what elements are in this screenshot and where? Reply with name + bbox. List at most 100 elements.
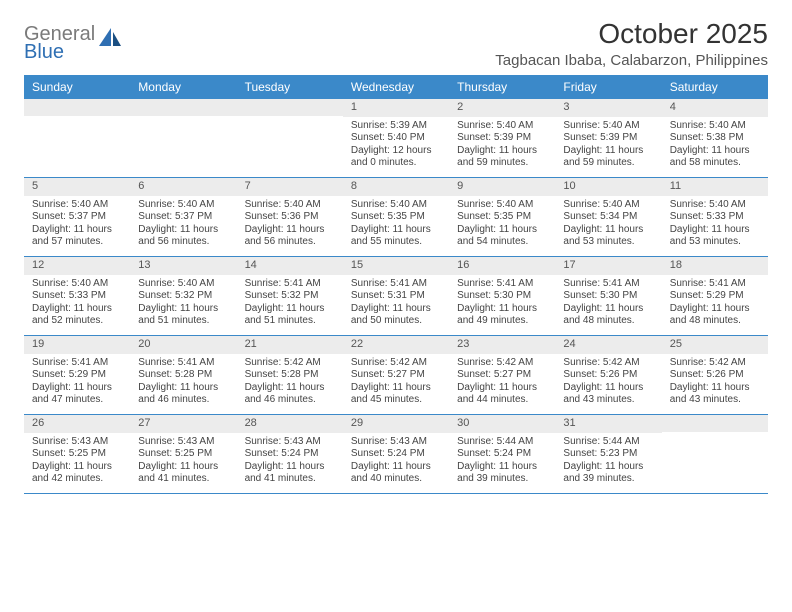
- day-details: Sunrise: 5:44 AMSunset: 5:24 PMDaylight:…: [449, 433, 555, 490]
- logo-line2: Blue: [24, 42, 95, 62]
- calendar-week: 1Sunrise: 5:39 AMSunset: 5:40 PMDaylight…: [24, 99, 768, 178]
- day-detail-line: Sunset: 5:27 PM: [351, 369, 441, 382]
- day-detail-line: Daylight: 11 hours: [245, 461, 335, 474]
- day-detail-line: Sunrise: 5:40 AM: [670, 120, 760, 133]
- day-details: Sunrise: 5:41 AMSunset: 5:30 PMDaylight:…: [555, 275, 661, 332]
- day-detail-line: and 48 minutes.: [563, 315, 653, 328]
- day-number: 25: [662, 336, 768, 354]
- day-detail-line: and 43 minutes.: [670, 394, 760, 407]
- day-detail-line: and 56 minutes.: [138, 236, 228, 249]
- day-detail-line: Sunset: 5:23 PM: [563, 448, 653, 461]
- day-detail-line: Sunset: 5:29 PM: [32, 369, 122, 382]
- day-number: 18: [662, 257, 768, 275]
- logo-text: General Blue: [24, 24, 95, 62]
- day-detail-line: Sunrise: 5:44 AM: [563, 436, 653, 449]
- day-detail-line: Sunrise: 5:41 AM: [245, 278, 335, 291]
- day-details: Sunrise: 5:42 AMSunset: 5:26 PMDaylight:…: [555, 354, 661, 411]
- day-detail-line: Sunset: 5:34 PM: [563, 211, 653, 224]
- day-detail-line: Daylight: 11 hours: [670, 224, 760, 237]
- day-details: Sunrise: 5:40 AMSunset: 5:35 PMDaylight:…: [449, 196, 555, 253]
- day-detail-line: Daylight: 11 hours: [351, 224, 441, 237]
- day-detail-line: Sunset: 5:27 PM: [457, 369, 547, 382]
- day-details: Sunrise: 5:42 AMSunset: 5:26 PMDaylight:…: [662, 354, 768, 411]
- day-detail-line: Sunrise: 5:40 AM: [563, 199, 653, 212]
- calendar-cell: 14Sunrise: 5:41 AMSunset: 5:32 PMDayligh…: [237, 257, 343, 335]
- day-detail-line: and 39 minutes.: [563, 473, 653, 486]
- day-detail-line: Sunset: 5:26 PM: [670, 369, 760, 382]
- day-details: Sunrise: 5:42 AMSunset: 5:27 PMDaylight:…: [449, 354, 555, 411]
- calendar-week: 26Sunrise: 5:43 AMSunset: 5:25 PMDayligh…: [24, 415, 768, 494]
- calendar-cell: 3Sunrise: 5:40 AMSunset: 5:39 PMDaylight…: [555, 99, 661, 177]
- day-detail-line: Sunrise: 5:42 AM: [245, 357, 335, 370]
- calendar-cell: 6Sunrise: 5:40 AMSunset: 5:37 PMDaylight…: [130, 178, 236, 256]
- day-detail-line: and 51 minutes.: [245, 315, 335, 328]
- calendar-cell: 7Sunrise: 5:40 AMSunset: 5:36 PMDaylight…: [237, 178, 343, 256]
- day-detail-line: Sunrise: 5:40 AM: [457, 120, 547, 133]
- day-number: 15: [343, 257, 449, 275]
- day-number: 27: [130, 415, 236, 433]
- day-number: [237, 99, 343, 116]
- calendar-page: General Blue October 2025 Tagbacan Ibaba…: [0, 0, 792, 512]
- calendar-week: 12Sunrise: 5:40 AMSunset: 5:33 PMDayligh…: [24, 257, 768, 336]
- day-detail-line: and 54 minutes.: [457, 236, 547, 249]
- calendar-cell: 11Sunrise: 5:40 AMSunset: 5:33 PMDayligh…: [662, 178, 768, 256]
- day-number: 24: [555, 336, 661, 354]
- calendar-cell: [662, 415, 768, 493]
- day-number: 17: [555, 257, 661, 275]
- day-detail-line: Sunrise: 5:40 AM: [351, 199, 441, 212]
- day-detail-line: Daylight: 11 hours: [457, 382, 547, 395]
- calendar-cell: 30Sunrise: 5:44 AMSunset: 5:24 PMDayligh…: [449, 415, 555, 493]
- day-detail-line: Sunrise: 5:41 AM: [457, 278, 547, 291]
- day-header: Thursday: [449, 75, 555, 99]
- day-detail-line: Sunset: 5:28 PM: [138, 369, 228, 382]
- day-detail-line: Daylight: 11 hours: [457, 224, 547, 237]
- day-detail-line: Daylight: 11 hours: [670, 145, 760, 158]
- day-detail-line: Sunset: 5:38 PM: [670, 132, 760, 145]
- day-details: Sunrise: 5:40 AMSunset: 5:36 PMDaylight:…: [237, 196, 343, 253]
- day-detail-line: Sunset: 5:37 PM: [32, 211, 122, 224]
- day-detail-line: Daylight: 11 hours: [457, 145, 547, 158]
- day-detail-line: Sunrise: 5:42 AM: [457, 357, 547, 370]
- day-header: Tuesday: [237, 75, 343, 99]
- day-details: Sunrise: 5:42 AMSunset: 5:27 PMDaylight:…: [343, 354, 449, 411]
- day-details: Sunrise: 5:41 AMSunset: 5:32 PMDaylight:…: [237, 275, 343, 332]
- calendar-cell: [237, 99, 343, 177]
- day-header: Friday: [555, 75, 661, 99]
- day-details: Sunrise: 5:43 AMSunset: 5:24 PMDaylight:…: [237, 433, 343, 490]
- day-detail-line: Daylight: 11 hours: [563, 224, 653, 237]
- page-title: October 2025: [495, 18, 768, 50]
- day-detail-line: and 56 minutes.: [245, 236, 335, 249]
- day-number: 29: [343, 415, 449, 433]
- day-detail-line: Sunset: 5:24 PM: [351, 448, 441, 461]
- day-detail-line: Sunset: 5:31 PM: [351, 290, 441, 303]
- day-detail-line: and 0 minutes.: [351, 157, 441, 170]
- day-details: Sunrise: 5:40 AMSunset: 5:33 PMDaylight:…: [662, 196, 768, 253]
- calendar-cell: 27Sunrise: 5:43 AMSunset: 5:25 PMDayligh…: [130, 415, 236, 493]
- calendar-cell: 12Sunrise: 5:40 AMSunset: 5:33 PMDayligh…: [24, 257, 130, 335]
- day-detail-line: and 39 minutes.: [457, 473, 547, 486]
- day-detail-line: Sunrise: 5:40 AM: [32, 199, 122, 212]
- day-number: 28: [237, 415, 343, 433]
- calendar: Sunday Monday Tuesday Wednesday Thursday…: [24, 75, 768, 494]
- day-details: Sunrise: 5:41 AMSunset: 5:29 PMDaylight:…: [662, 275, 768, 332]
- calendar-cell: 10Sunrise: 5:40 AMSunset: 5:34 PMDayligh…: [555, 178, 661, 256]
- day-details: Sunrise: 5:42 AMSunset: 5:28 PMDaylight:…: [237, 354, 343, 411]
- day-details: Sunrise: 5:43 AMSunset: 5:24 PMDaylight:…: [343, 433, 449, 490]
- day-detail-line: Sunset: 5:26 PM: [563, 369, 653, 382]
- day-detail-line: Sunset: 5:32 PM: [245, 290, 335, 303]
- day-detail-line: and 43 minutes.: [563, 394, 653, 407]
- day-detail-line: Daylight: 11 hours: [670, 382, 760, 395]
- day-details: Sunrise: 5:41 AMSunset: 5:28 PMDaylight:…: [130, 354, 236, 411]
- day-detail-line: Sunset: 5:32 PM: [138, 290, 228, 303]
- day-number: 4: [662, 99, 768, 117]
- day-detail-line: Daylight: 11 hours: [351, 382, 441, 395]
- calendar-cell: 19Sunrise: 5:41 AMSunset: 5:29 PMDayligh…: [24, 336, 130, 414]
- day-detail-line: Sunrise: 5:40 AM: [563, 120, 653, 133]
- day-header: Wednesday: [343, 75, 449, 99]
- day-detail-line: Daylight: 11 hours: [563, 382, 653, 395]
- weeks-container: 1Sunrise: 5:39 AMSunset: 5:40 PMDaylight…: [24, 99, 768, 494]
- calendar-cell: 8Sunrise: 5:40 AMSunset: 5:35 PMDaylight…: [343, 178, 449, 256]
- day-number: 20: [130, 336, 236, 354]
- day-detail-line: Sunset: 5:24 PM: [457, 448, 547, 461]
- calendar-cell: 5Sunrise: 5:40 AMSunset: 5:37 PMDaylight…: [24, 178, 130, 256]
